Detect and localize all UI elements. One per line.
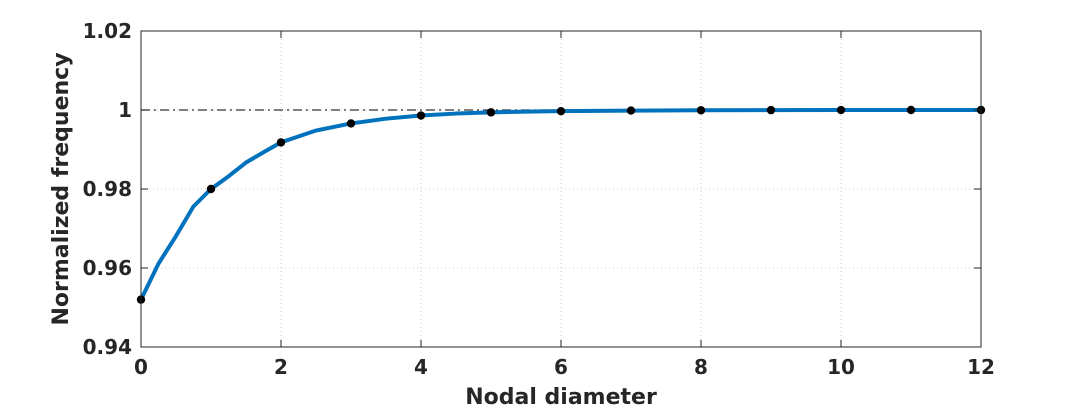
y-tick-label: 0.98 xyxy=(83,177,132,201)
data-point xyxy=(696,106,706,115)
x-tick-label: 6 xyxy=(554,355,568,379)
data-point xyxy=(276,138,286,147)
y-axis-title: Normalized frequency xyxy=(49,52,74,325)
ticks-layer: 0 2 4 6 8 10 12 0.94 0.96 0.98 1 1.02 xyxy=(83,19,995,379)
series-layer xyxy=(136,105,986,304)
x-tick-label: 4 xyxy=(414,355,428,379)
data-point xyxy=(556,106,566,116)
x-tick-label: 8 xyxy=(694,355,708,379)
x-tick-label: 2 xyxy=(274,355,288,379)
series-curve xyxy=(139,108,983,302)
data-point xyxy=(766,105,776,115)
data-point xyxy=(626,106,636,115)
data-point xyxy=(486,108,496,117)
data-point xyxy=(416,111,426,120)
y-tick-label: 1 xyxy=(118,98,132,122)
y-tick-label: 0.96 xyxy=(83,256,132,280)
y-tick-label: 1.02 xyxy=(83,19,132,43)
data-point xyxy=(836,105,846,115)
x-tick-label: 12 xyxy=(967,355,995,379)
data-point xyxy=(346,119,356,128)
data-point xyxy=(206,184,216,194)
x-tick-label: 10 xyxy=(827,355,855,379)
x-tick-label: 0 xyxy=(134,355,148,379)
x-axis-title: Nodal diameter xyxy=(465,385,657,410)
data-point xyxy=(906,105,916,115)
grid-layer xyxy=(141,31,981,347)
y-tick-label: 0.94 xyxy=(83,335,132,359)
